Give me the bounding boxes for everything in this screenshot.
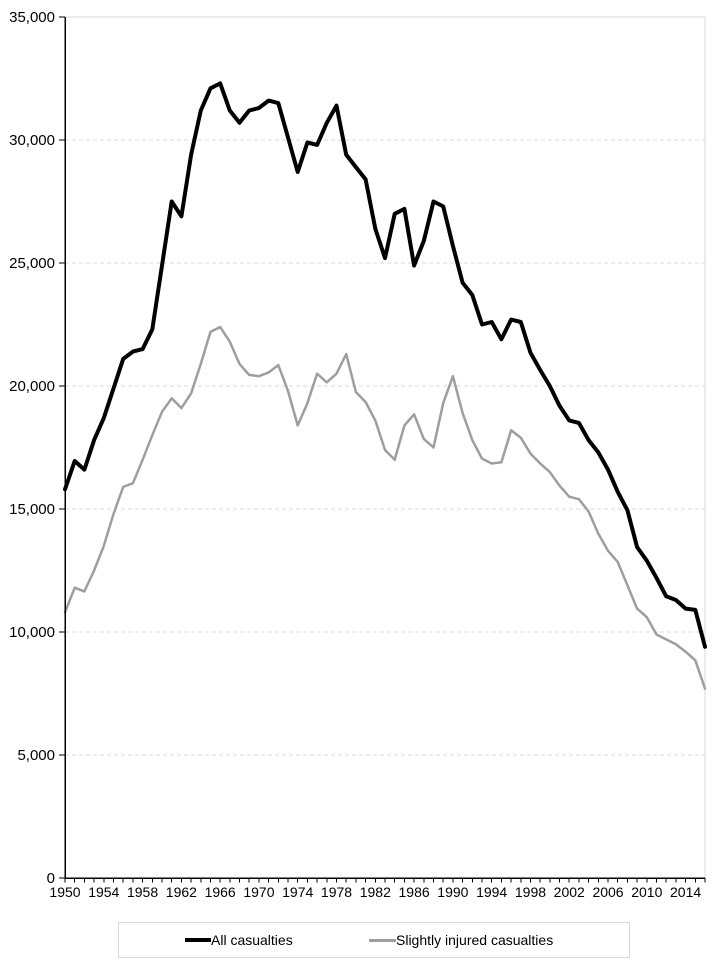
series-line-slightly-injured-casualties	[63, 325, 707, 690]
legend-label-slightly-injured: Slightly injured casualties	[396, 932, 554, 948]
x-axis-tick-label: 1998	[515, 884, 546, 900]
x-axis-tick-label: 1974	[282, 884, 313, 900]
x-axis-tick-label: 1970	[243, 884, 274, 900]
x-axis-tick-label: 1994	[476, 884, 507, 900]
y-axis-tick-label: 25,000	[9, 255, 55, 272]
legend-line-sample-all-casualties	[185, 938, 211, 942]
x-axis-tick-label: 1958	[127, 884, 158, 900]
x-axis-tick-label: 2002	[554, 884, 585, 900]
x-axis-tick-label: 2014	[670, 884, 701, 900]
x-axis-tick-label: 2010	[631, 884, 662, 900]
legend-line-sample-slightly-injured	[369, 938, 396, 942]
legend-label-all-casualties: All casualties	[211, 932, 293, 948]
x-axis-tick-label: 1962	[166, 884, 197, 900]
x-axis-tick-label: 1950	[49, 884, 80, 900]
x-axis-tick-label: 1978	[321, 884, 352, 900]
legend-item-slightly-injured: Slightly injured casualties	[369, 923, 553, 957]
x-axis-tick-label: 1966	[205, 884, 236, 900]
y-axis-tick-label: 15,000	[9, 501, 55, 518]
x-axis-tick-label: 1990	[437, 884, 468, 900]
x-axis-tick-label: 1982	[360, 884, 391, 900]
y-axis-tick-label: 5,000	[17, 747, 55, 764]
y-axis-tick-label: 20,000	[9, 378, 55, 395]
y-axis-tick-label: 0	[47, 870, 55, 887]
y-axis-tick-label: 30,000	[9, 132, 55, 149]
y-axis-tick-label: 35,000	[9, 9, 55, 26]
x-axis-tick-label: 1954	[88, 884, 119, 900]
legend-item-all-casualties: All casualties	[185, 923, 293, 957]
series-line-all-casualties	[63, 81, 707, 649]
x-axis-tick-label: 2006	[592, 884, 623, 900]
y-axis-tick-label: 10,000	[9, 624, 55, 641]
chart-legend: All casualties Slightly injured casualti…	[118, 922, 630, 958]
casualties-line-chart: 0 5,000 10,000 15,000 20,000 25,000 30,000 35,0…	[9, 9, 707, 900]
x-axis-tick-label: 1986	[399, 884, 430, 900]
